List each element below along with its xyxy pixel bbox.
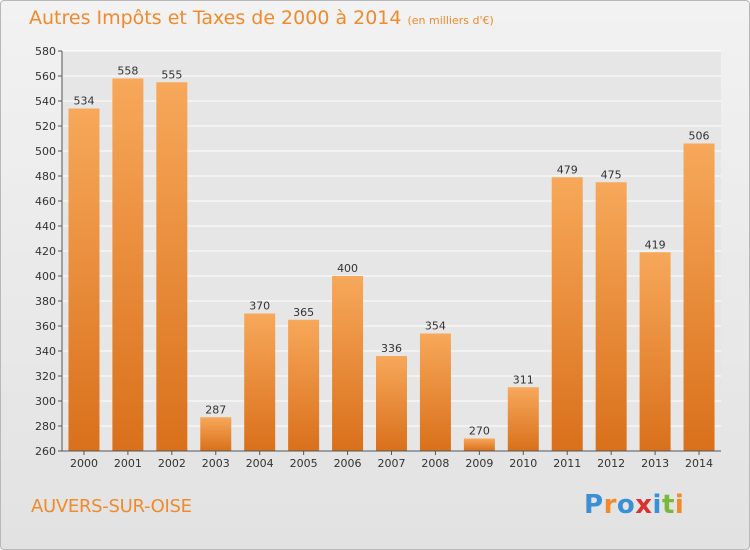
bar-2000 [68, 108, 100, 451]
x-tick-label-2007: 2007 [378, 457, 406, 470]
x-tick-label-2000: 2000 [70, 457, 98, 470]
bar-2007 [376, 356, 407, 451]
x-tick-label-2012: 2012 [597, 457, 625, 470]
y-tick-label: 440 [35, 220, 56, 233]
proxiti-logo: Proxiti [584, 490, 684, 520]
data-label-2002: 555 [161, 68, 182, 81]
bar-2009 [463, 438, 495, 451]
data-label-2003: 287 [205, 403, 226, 416]
data-label-2011: 479 [557, 163, 578, 176]
logo-letter: i [652, 490, 662, 520]
data-label-2004: 370 [249, 300, 270, 313]
bar-2014 [683, 143, 715, 451]
y-tick-label: 540 [35, 95, 56, 108]
y-tick-label: 560 [35, 70, 56, 83]
bars: 534 558 555 287 370 365 400 336 354 270 311 479 475 4… [68, 65, 715, 451]
data-label-2005: 365 [293, 306, 314, 319]
x-tick-label-2004: 2004 [246, 457, 274, 470]
x-tick-label-2011: 2011 [553, 457, 581, 470]
x-tick-label-2009: 2009 [465, 457, 493, 470]
bar-2010 [507, 387, 539, 451]
data-label-2013: 419 [645, 238, 666, 251]
y-tick-label: 360 [35, 320, 56, 333]
y-tick-label: 400 [35, 270, 56, 283]
location-name: AUVERS-SUR-OISE [31, 496, 192, 517]
data-label-2006: 400 [337, 262, 358, 275]
logo-letter: x [635, 490, 653, 520]
data-label-2008: 354 [425, 320, 446, 333]
bar-2004 [244, 313, 276, 451]
logo-letter: i [674, 490, 685, 520]
x-tick-label-2005: 2005 [290, 457, 318, 470]
y-tick-label: 320 [35, 370, 56, 383]
y-tick-label: 300 [35, 395, 56, 408]
data-label-2012: 475 [601, 168, 622, 181]
data-label-2000: 534 [73, 95, 94, 108]
bar-2006 [332, 276, 364, 451]
y-tick-label: 460 [35, 195, 56, 208]
y-tick-label: 260 [35, 445, 56, 458]
x-tick-label-2014: 2014 [685, 457, 713, 470]
x-tick-label-2006: 2006 [334, 457, 362, 470]
x-tick-label-2003: 2003 [202, 457, 230, 470]
bar-2005 [288, 319, 320, 451]
y-tick-label: 280 [35, 420, 56, 433]
logo-letter: P [584, 490, 604, 520]
x-tick-label-2010: 2010 [509, 457, 537, 470]
y-tick-label: 480 [35, 170, 56, 183]
chart-title-text: Autres Impôts et Taxes de 2000 à 2014 [29, 7, 402, 29]
bar-2002 [156, 82, 188, 451]
data-label-2010: 311 [513, 373, 534, 386]
chart-subtitle: (en milliers d'€) [407, 14, 494, 27]
bar-2003 [200, 417, 232, 451]
y-tick-label: 520 [35, 120, 56, 133]
data-label-2009: 270 [469, 425, 490, 438]
bar-2008 [419, 333, 451, 451]
bar-2011 [551, 177, 583, 451]
data-label-2007: 336 [381, 342, 402, 355]
x-tick-label-2001: 2001 [114, 457, 142, 470]
data-label-2001: 558 [117, 65, 138, 78]
y-tick-label: 420 [35, 245, 56, 258]
y-tick-label: 340 [35, 345, 56, 358]
x-tick-label-2002: 2002 [158, 457, 186, 470]
y-tick-label: 380 [35, 295, 56, 308]
bar-2012 [595, 182, 627, 451]
logo-letter: o [616, 490, 636, 520]
data-label-2014: 506 [689, 130, 710, 143]
bar-2013 [639, 252, 671, 451]
y-tick-label: 500 [35, 145, 56, 158]
bar-2001 [112, 78, 144, 451]
y-tick-label: 580 [35, 45, 56, 58]
x-axis: 2000 2001 2002 2003 2004 2005 2006 2007 2008 2009… [70, 451, 713, 470]
chart-title: Autres Impôts et Taxes de 2000 à 2014 (en… [29, 7, 494, 29]
x-tick-label-2008: 2008 [421, 457, 449, 470]
x-tick-label-2013: 2013 [641, 457, 669, 470]
logo-letter: r [603, 490, 617, 520]
logo-letter: t [661, 490, 675, 520]
